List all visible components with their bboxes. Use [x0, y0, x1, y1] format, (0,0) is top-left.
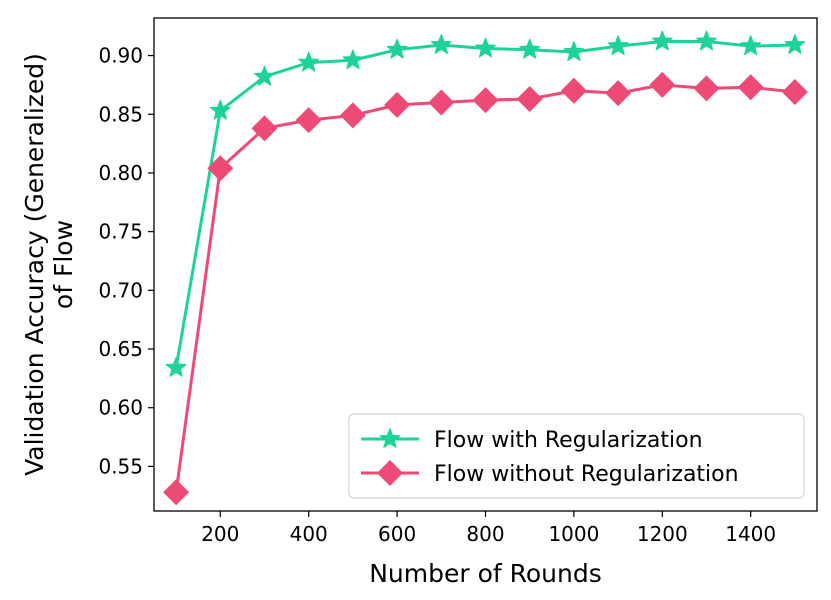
data-point [472, 87, 499, 114]
x-tick-label: 1000 [548, 522, 599, 546]
data-point [207, 155, 234, 182]
y-tick-label: 0.90 [98, 44, 143, 68]
data-point [430, 34, 452, 54]
data-point [254, 65, 275, 86]
data-point [651, 30, 673, 51]
data-point [386, 38, 408, 59]
legend-swatch-marker [377, 460, 403, 486]
legend-swatch-marker [379, 428, 401, 448]
x-tick-label: 1200 [637, 522, 688, 546]
y-tick-label: 0.55 [98, 454, 143, 478]
data-point [696, 30, 717, 51]
y-tick-label: 0.70 [98, 278, 143, 302]
axis-ticks: 200 400 600 800 1000 1200 1400 0.55 0.60 0.65 0.70… [98, 44, 776, 546]
data-point [298, 51, 320, 72]
legend-box [348, 413, 805, 499]
y-axis-title-line1: Validation Accuracy (Generalized) [20, 53, 49, 476]
data-point [516, 85, 543, 112]
x-axis-title: Number of Rounds [369, 559, 602, 588]
data-point [165, 356, 187, 377]
data-point [781, 78, 808, 105]
y-tick-label: 0.65 [98, 337, 143, 361]
data-point [563, 41, 585, 62]
y-axis-title-line2: of Flow [49, 220, 78, 309]
plot-marks [163, 30, 808, 506]
data-point [649, 71, 676, 98]
data-point [209, 99, 231, 120]
x-tick-label: 600 [378, 522, 416, 546]
data-point [342, 49, 364, 70]
legend: Flow with Regularization Flow without Reg… [348, 413, 805, 499]
x-tick-label: 1400 [725, 522, 776, 546]
data-point [519, 38, 541, 59]
y-tick-label: 0.85 [98, 102, 143, 126]
x-tick-label: 200 [201, 522, 239, 546]
data-point [784, 34, 806, 54]
data-point [251, 115, 278, 142]
data-point [607, 35, 629, 56]
data-point [475, 37, 496, 58]
data-point [560, 77, 587, 104]
legend-item: Flow without Regularization [361, 460, 739, 487]
data-point [693, 75, 720, 102]
legend-item: Flow with Regularization [361, 428, 703, 453]
data-point [339, 102, 366, 129]
series-1 [165, 30, 806, 377]
data-point [428, 89, 455, 116]
data-point [740, 35, 762, 56]
data-point [737, 74, 764, 101]
y-tick-label: 0.75 [98, 220, 143, 244]
legend-label: Flow without Regularization [434, 462, 739, 487]
legend-label: Flow with Regularization [434, 428, 703, 453]
y-tick-label: 0.80 [98, 161, 143, 185]
data-point [295, 107, 322, 134]
data-point [163, 479, 190, 506]
data-point [384, 91, 411, 118]
x-tick-label: 800 [466, 522, 504, 546]
data-point [605, 80, 632, 107]
y-tick-label: 0.60 [98, 396, 143, 420]
x-tick-label: 400 [290, 522, 328, 546]
series-2 [163, 71, 808, 506]
